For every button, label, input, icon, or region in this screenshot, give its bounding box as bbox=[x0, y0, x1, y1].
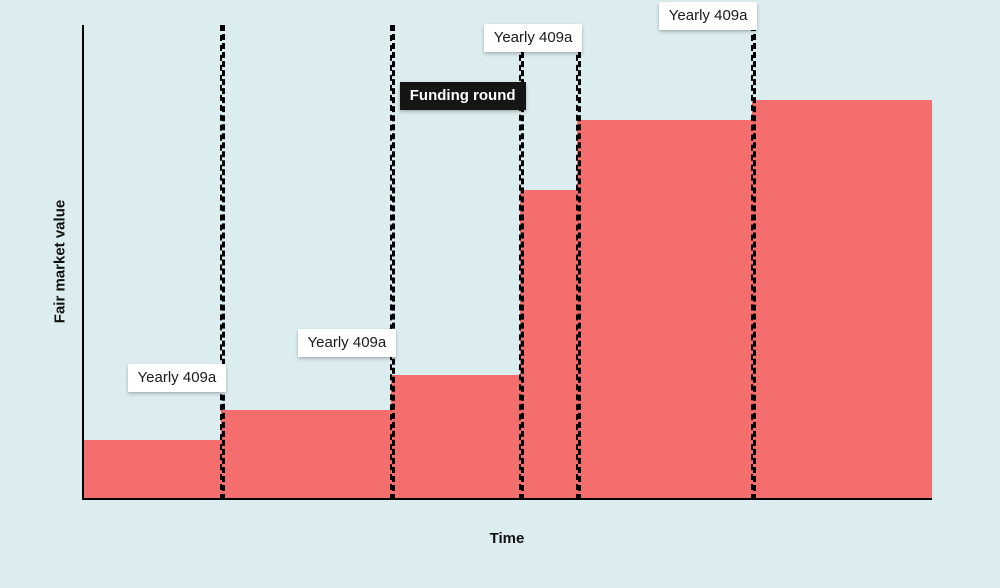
divider-3 bbox=[576, 25, 581, 500]
y-axis-label: Fair market value bbox=[52, 171, 69, 351]
event-label-1: Yearly 409a bbox=[298, 329, 397, 357]
bar-3 bbox=[520, 190, 577, 500]
divider-1 bbox=[390, 25, 395, 500]
event-label-3: Yearly 409a bbox=[484, 24, 583, 52]
divider-0 bbox=[220, 25, 225, 500]
event-label-4: Yearly 409a bbox=[659, 2, 758, 30]
bar-0 bbox=[82, 440, 221, 500]
y-axis-line bbox=[82, 25, 84, 500]
bar-4 bbox=[577, 120, 752, 500]
bar-1 bbox=[221, 410, 391, 500]
event-label-0: Yearly 409a bbox=[128, 364, 227, 392]
x-axis-label: Time bbox=[82, 530, 932, 547]
plot-area: Yearly 409a Yearly 409a Funding round Yearl… bbox=[82, 25, 932, 500]
event-label-2: Funding round bbox=[400, 82, 526, 110]
bar-2 bbox=[391, 375, 520, 500]
x-axis-line bbox=[82, 498, 932, 500]
bar-5 bbox=[752, 100, 932, 500]
divider-4 bbox=[751, 25, 756, 500]
